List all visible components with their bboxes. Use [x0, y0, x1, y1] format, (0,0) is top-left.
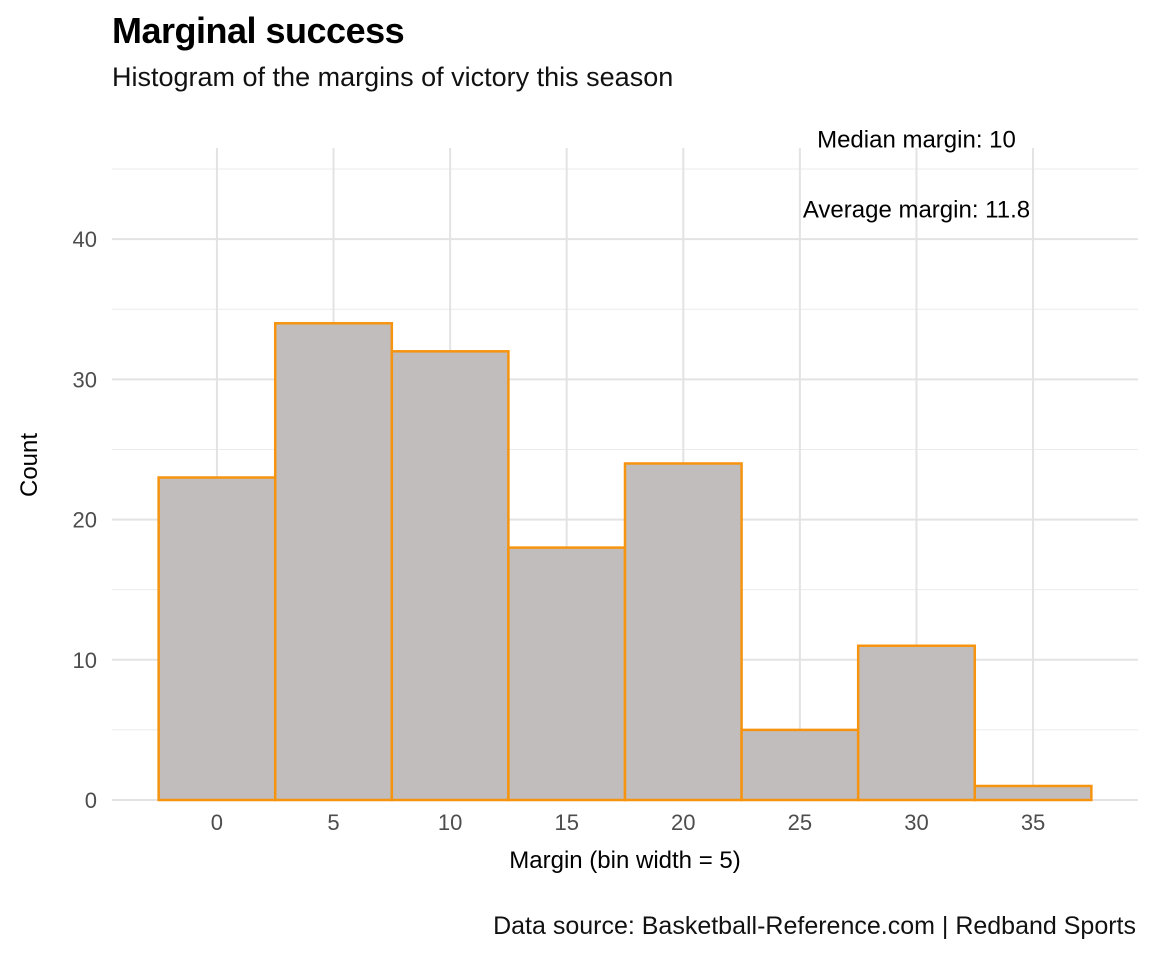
y-tick-label: 20: [73, 508, 97, 533]
x-tick-label: 35: [1021, 810, 1045, 835]
histogram-bar: [973, 784, 1093, 802]
y-tick-label: 10: [73, 648, 97, 673]
x-tick-label: 25: [788, 810, 812, 835]
x-tick-label: 5: [327, 810, 339, 835]
y-tick-label: 30: [73, 367, 97, 392]
x-axis-title: Margin (bin width = 5): [509, 847, 740, 874]
y-axis-ticks: 0 10 20 30 40: [73, 227, 97, 813]
x-axis-ticks: 0 5 10 15 20 25 30 35: [211, 810, 1046, 835]
x-tick-label: 0: [211, 810, 223, 835]
histogram-bar: [157, 476, 277, 802]
x-tick-label: 15: [554, 810, 578, 835]
x-tick-label: 30: [904, 810, 928, 835]
histogram-bar: [623, 462, 743, 802]
chart-subtitle: Histogram of the margins of victory this…: [112, 62, 674, 92]
annotations: Median margin: 10 Average margin: 11.8: [803, 126, 1030, 223]
chart-title: Marginal success: [112, 10, 405, 51]
x-tick-label: 20: [671, 810, 695, 835]
x-tick-label: 10: [438, 810, 462, 835]
histogram-bar: [507, 546, 627, 802]
y-tick-label: 40: [73, 227, 97, 252]
y-axis-title: Count: [16, 433, 43, 497]
annotation-text: Median margin: 10: [817, 126, 1016, 153]
histogram-bar: [390, 350, 510, 802]
histogram-bar: [273, 322, 394, 802]
y-tick-label: 0: [85, 788, 97, 813]
annotation-text: Average margin: 11.8: [803, 196, 1030, 223]
histogram-bars: [157, 322, 1093, 802]
histogram-bar: [740, 728, 860, 802]
chart-caption: Data source: Basketball-Reference.com | …: [493, 912, 1136, 940]
histogram-bar: [856, 644, 977, 802]
